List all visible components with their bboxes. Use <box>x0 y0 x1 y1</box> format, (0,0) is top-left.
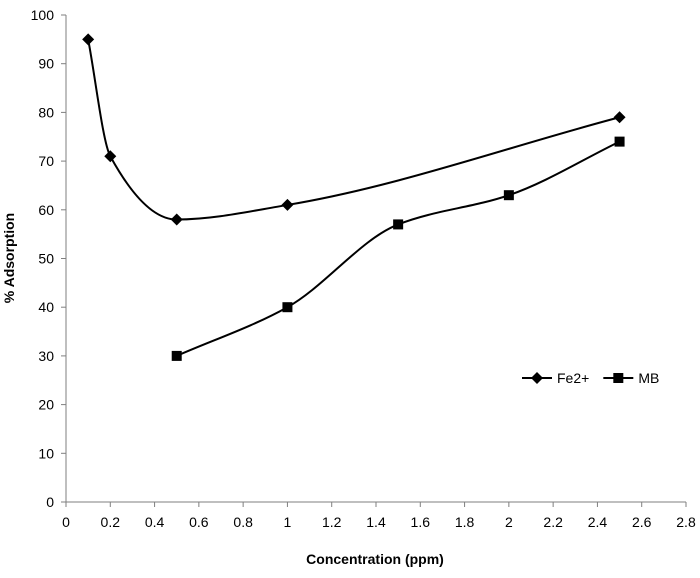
y-tick-label: 90 <box>38 56 54 72</box>
data-point-mb <box>503 190 514 201</box>
y-tick-label: 50 <box>38 251 54 267</box>
axis-ticks: 0 10 20 30 40 50 60 70 80 90 100 0 0.2 0.4 0.6 0.8 1 1.2 1… <box>31 7 696 530</box>
data-point-fe2 <box>170 213 183 226</box>
x-tick-label: 0.2 <box>101 514 121 530</box>
y-axis-title: % Adsorption <box>1 213 17 303</box>
x-tick-label: 1.4 <box>366 514 386 530</box>
y-tick-label: 30 <box>38 348 54 364</box>
x-tick-label: 1.6 <box>411 514 431 530</box>
series-line-mb <box>176 140 621 357</box>
data-point-fe2 <box>82 33 95 46</box>
x-tick-label: 0.6 <box>189 514 209 530</box>
data-point-fe2 <box>281 198 294 211</box>
x-tick-label: 1.8 <box>455 514 475 530</box>
x-tick-label: 1.2 <box>322 514 342 530</box>
y-tick-label: 60 <box>38 202 54 218</box>
y-tick-label: 70 <box>38 153 54 169</box>
legend-swatch-marker <box>613 373 624 383</box>
series-markers <box>82 33 626 361</box>
x-tick-label: 2 <box>505 514 513 530</box>
x-tick-label: 0 <box>62 514 70 530</box>
y-tick-label: 100 <box>31 7 55 23</box>
legend: Fe2+ MB <box>522 370 659 386</box>
x-tick-label: 2.8 <box>676 514 696 530</box>
y-tick-label: 80 <box>38 104 54 120</box>
x-tick-label: 2.4 <box>588 514 608 530</box>
x-tick-label: 0.4 <box>145 514 165 530</box>
legend-label: Fe2+ <box>557 370 589 386</box>
axes <box>65 15 686 503</box>
x-tick-label: 2.6 <box>632 514 652 530</box>
data-point-fe2 <box>104 150 117 163</box>
series-lines <box>87 39 621 357</box>
data-point-mb <box>171 350 182 361</box>
data-point-mb <box>614 136 625 147</box>
x-tick-label: 0.8 <box>233 514 253 530</box>
x-tick-label: 1 <box>284 514 292 530</box>
data-point-fe2 <box>613 111 626 124</box>
x-tick-label: 2.2 <box>543 514 563 530</box>
y-tick-label: 0 <box>46 494 54 510</box>
data-point-mb <box>282 302 293 313</box>
legend-label: MB <box>638 370 659 386</box>
legend-item-fe2: Fe2+ <box>522 370 589 386</box>
data-point-mb <box>393 219 404 230</box>
y-tick-label: 40 <box>38 299 54 315</box>
y-tick-label: 20 <box>38 397 54 413</box>
y-tick-label: 10 <box>38 445 54 461</box>
legend-swatch-marker <box>531 372 543 384</box>
x-axis-title: Concentration (ppm) <box>306 551 444 567</box>
legend-item-mb: MB <box>603 370 659 386</box>
series-line-fe2 <box>87 39 620 221</box>
